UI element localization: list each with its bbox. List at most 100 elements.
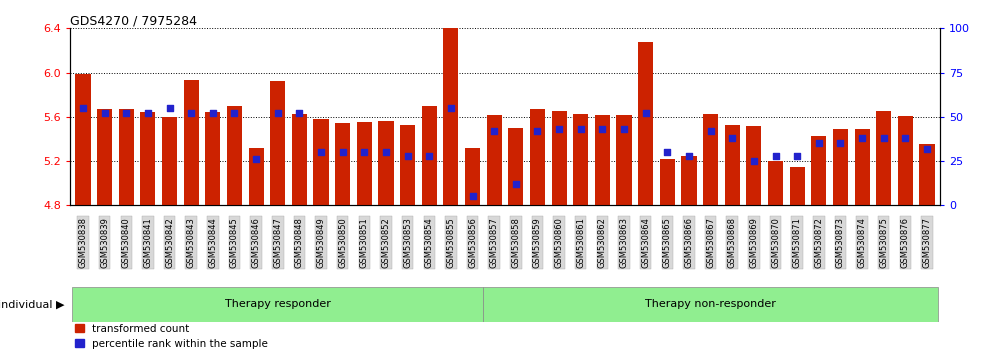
Text: GSM530874: GSM530874 xyxy=(858,217,867,268)
Bar xyxy=(833,129,848,205)
Bar xyxy=(465,148,480,205)
Text: Therapy responder: Therapy responder xyxy=(225,299,331,309)
Text: GSM530855: GSM530855 xyxy=(446,217,455,268)
Point xyxy=(443,105,459,111)
Point xyxy=(205,110,221,116)
Text: GSM530865: GSM530865 xyxy=(663,217,672,268)
Point xyxy=(270,110,286,116)
Point xyxy=(768,153,784,159)
Point xyxy=(876,135,892,141)
Bar xyxy=(898,116,913,205)
Text: GSM530848: GSM530848 xyxy=(295,217,304,268)
Point xyxy=(162,105,178,111)
Text: GSM530845: GSM530845 xyxy=(230,217,239,268)
Bar xyxy=(162,117,177,205)
Point xyxy=(616,126,632,132)
Point xyxy=(832,141,848,146)
Bar xyxy=(487,115,502,205)
Bar xyxy=(855,129,870,205)
Bar xyxy=(638,41,653,205)
Text: GSM530875: GSM530875 xyxy=(879,217,888,268)
Point xyxy=(183,110,199,116)
Point xyxy=(118,110,134,116)
Text: GSM530862: GSM530862 xyxy=(598,217,607,268)
Text: GSM530871: GSM530871 xyxy=(793,217,802,268)
Text: GSM530839: GSM530839 xyxy=(100,217,109,268)
Bar xyxy=(746,126,761,205)
Text: GSM530861: GSM530861 xyxy=(576,217,585,268)
Point xyxy=(75,105,91,111)
Text: GSM530858: GSM530858 xyxy=(511,217,520,268)
Bar xyxy=(119,109,134,205)
Bar xyxy=(227,106,242,205)
Text: GSM530876: GSM530876 xyxy=(901,217,910,268)
Bar xyxy=(790,167,805,205)
Text: GSM530857: GSM530857 xyxy=(490,217,499,268)
Text: GSM530842: GSM530842 xyxy=(165,217,174,268)
Point xyxy=(529,128,545,134)
Bar xyxy=(400,125,415,205)
Text: GSM530868: GSM530868 xyxy=(728,217,737,268)
Point xyxy=(724,135,740,141)
Bar xyxy=(357,122,372,205)
Point xyxy=(226,110,242,116)
Point xyxy=(573,126,589,132)
Text: GSM530877: GSM530877 xyxy=(923,217,932,268)
Point xyxy=(140,110,156,116)
Point xyxy=(356,149,372,155)
Text: GSM530852: GSM530852 xyxy=(381,217,390,268)
Text: Therapy non-responder: Therapy non-responder xyxy=(645,299,776,309)
Point xyxy=(465,194,481,199)
Bar xyxy=(184,80,199,205)
Point xyxy=(313,149,329,155)
Point xyxy=(508,181,524,187)
Point xyxy=(681,153,697,159)
Point xyxy=(486,128,502,134)
Bar xyxy=(552,111,567,205)
Text: GSM530866: GSM530866 xyxy=(684,217,693,268)
Bar xyxy=(703,114,718,205)
Text: GSM530863: GSM530863 xyxy=(620,217,629,268)
Text: GSM530864: GSM530864 xyxy=(641,217,650,268)
Point xyxy=(400,153,416,159)
Text: GSM530847: GSM530847 xyxy=(273,217,282,268)
Text: GSM530843: GSM530843 xyxy=(187,217,196,268)
Text: GSM530856: GSM530856 xyxy=(468,217,477,268)
Text: GSM530851: GSM530851 xyxy=(360,217,369,268)
Point xyxy=(854,135,870,141)
Bar xyxy=(292,114,307,205)
Bar xyxy=(681,155,697,205)
Text: GSM530867: GSM530867 xyxy=(706,217,715,268)
Point xyxy=(551,126,567,132)
Text: GSM530849: GSM530849 xyxy=(317,217,326,268)
Bar xyxy=(270,81,285,205)
Text: GSM530840: GSM530840 xyxy=(122,217,131,268)
Bar xyxy=(97,109,112,205)
Bar xyxy=(205,112,220,205)
Bar xyxy=(508,128,523,205)
Point xyxy=(789,153,805,159)
Text: GSM530873: GSM530873 xyxy=(836,217,845,268)
Point xyxy=(378,149,394,155)
Bar xyxy=(378,121,394,205)
Bar xyxy=(595,115,610,205)
Point xyxy=(421,153,437,159)
Text: GSM530844: GSM530844 xyxy=(208,217,217,268)
Bar xyxy=(140,112,155,205)
Point xyxy=(703,128,719,134)
Bar xyxy=(422,106,437,205)
Point xyxy=(97,110,113,116)
Point xyxy=(897,135,913,141)
Bar xyxy=(811,136,826,205)
Text: GSM530853: GSM530853 xyxy=(403,217,412,268)
Text: GSM530846: GSM530846 xyxy=(252,217,261,268)
Text: GSM530854: GSM530854 xyxy=(425,217,434,268)
Text: individual ▶: individual ▶ xyxy=(0,299,65,309)
Text: GSM530838: GSM530838 xyxy=(78,217,87,268)
Bar xyxy=(483,287,938,322)
Bar xyxy=(876,111,891,205)
Text: GSM530859: GSM530859 xyxy=(533,217,542,268)
Text: GSM530860: GSM530860 xyxy=(555,217,564,268)
Bar xyxy=(768,161,783,205)
Text: GSM530869: GSM530869 xyxy=(749,217,758,268)
